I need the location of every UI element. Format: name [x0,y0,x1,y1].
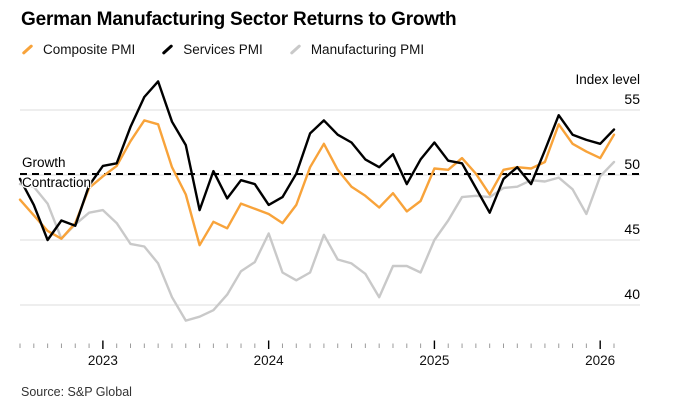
y-tick-label: 45 [624,221,640,237]
x-year-label: 2023 [87,353,118,368]
y-tick-label: 55 [624,91,640,107]
y-tick-label: 40 [624,286,640,302]
legend-label-manufacturing: Manufacturing PMI [310,42,425,57]
y-axis-title: Index level [575,72,640,87]
series-line-manufacturing-pmi [18,160,616,322]
legend-label-services: Services PMI [183,42,263,57]
legend: Composite PMI Services PMI Manufacturing… [21,42,424,57]
legend-item-services: Services PMI [161,42,263,57]
legend-item-manufacturing: Manufacturing PMI [289,42,424,57]
y-tick-label: 50 [624,156,640,172]
x-year-label: 2026 [585,353,616,368]
contraction-annotation: Contraction [22,175,92,190]
services-line-swatch-icon [161,44,174,55]
x-year-label: 2025 [419,353,450,368]
series-line-services-pmi [18,80,616,242]
legend-item-composite: Composite PMI [21,42,135,57]
chart-title: German Manufacturing Sector Returns to G… [21,9,457,30]
composite-line-swatch-icon [21,44,34,55]
growth-annotation: Growth [22,155,66,170]
legend-label-composite: Composite PMI [43,42,136,57]
source-label: Source: S&P Global [21,385,132,399]
manufacturing-line-swatch-icon [289,44,302,55]
x-year-label: 2024 [253,353,284,368]
